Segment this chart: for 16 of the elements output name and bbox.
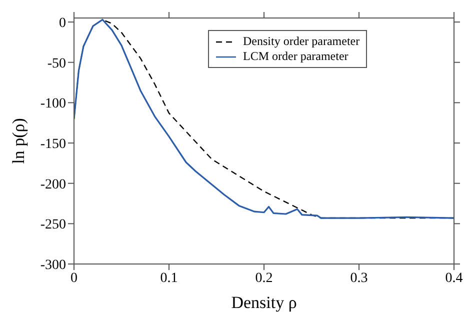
y-tick-label: -300 — [40, 258, 66, 273]
y-tick-label: -50 — [47, 56, 66, 72]
y-tick-label: -250 — [40, 218, 66, 233]
y-tick-label: -100 — [40, 96, 66, 112]
x-axis-title: Density ρ — [231, 293, 297, 312]
legend-label: LCM order parameter — [243, 49, 348, 64]
legend-label: Density order parameter — [243, 34, 360, 49]
y-tick-label: -200 — [40, 177, 66, 192]
x-tick-label: 0 — [70, 270, 78, 286]
y-tick-label: 0 — [59, 16, 66, 32]
y-axis-title: ln p(ρ) — [9, 118, 28, 164]
x-tick-label: 0.2 — [255, 270, 273, 286]
x-tick-label: 0.3 — [350, 270, 368, 286]
y-tick-label: -150 — [40, 136, 66, 152]
x-tick-label: 0.1 — [160, 270, 178, 286]
x-tick-label: 0.4 — [445, 270, 463, 286]
